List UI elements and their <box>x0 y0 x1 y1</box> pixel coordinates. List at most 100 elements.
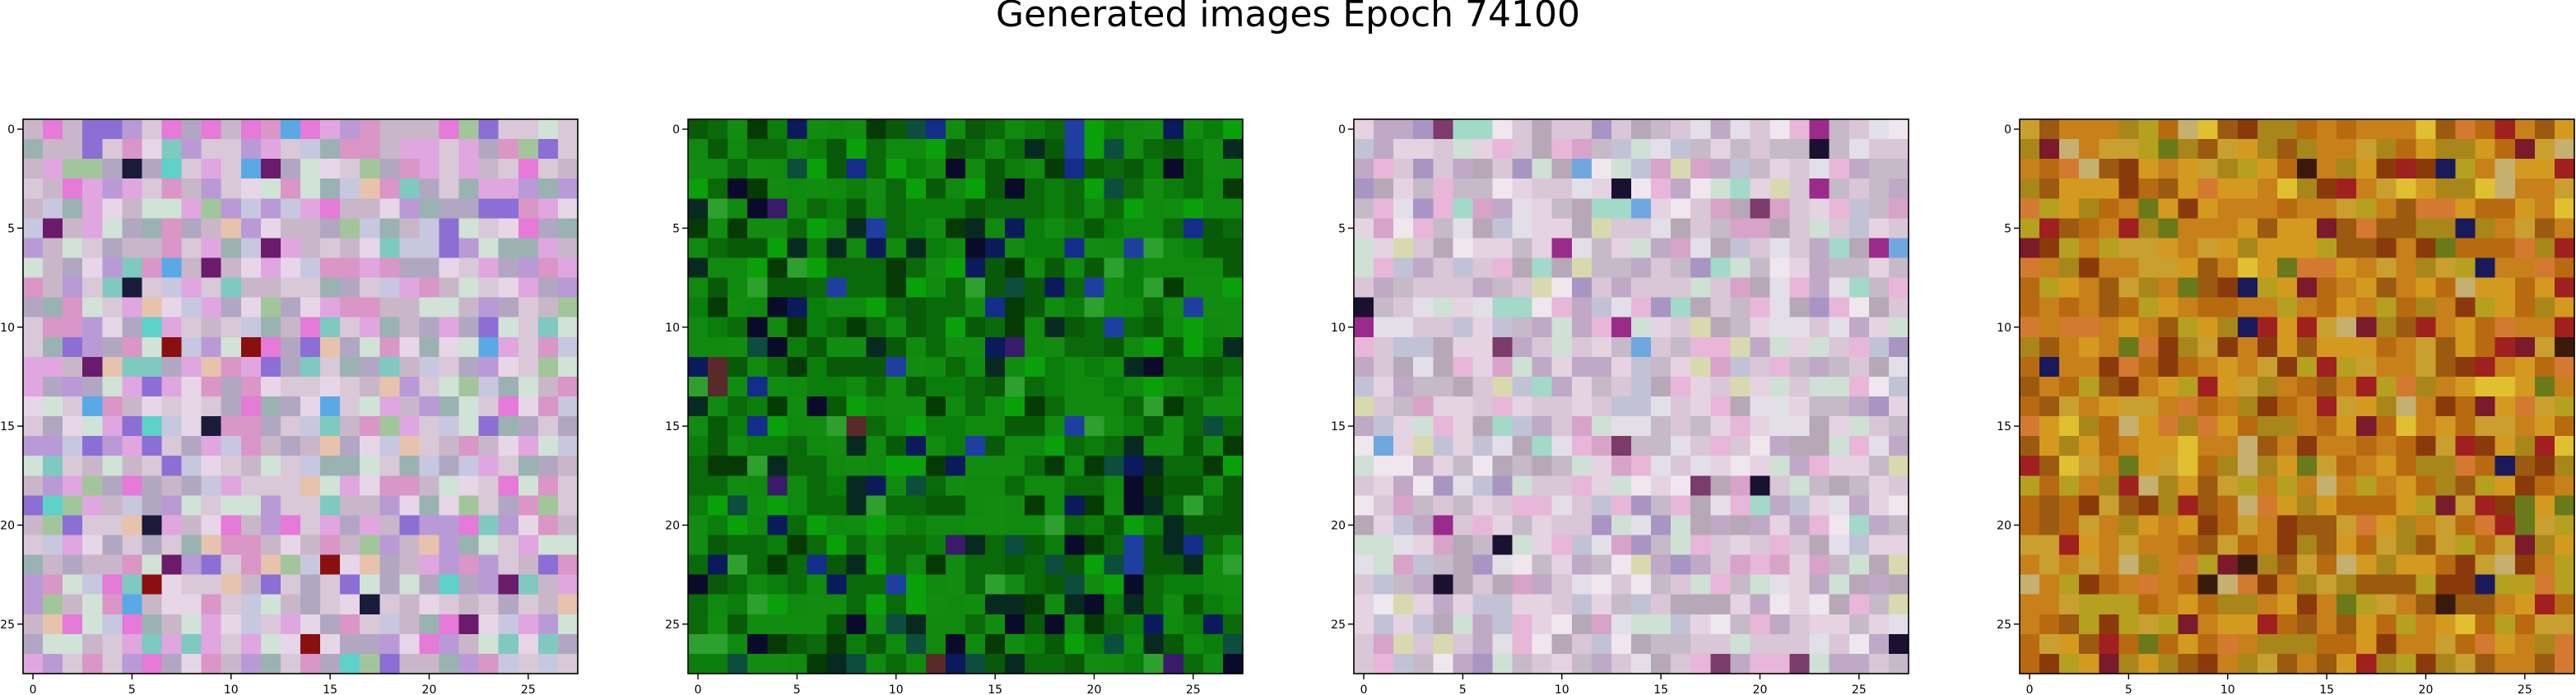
pixel-cell <box>1868 614 1890 635</box>
pixel-cell <box>1044 574 1065 595</box>
y-tick-label: 20 <box>1997 519 2011 532</box>
pixel-cell <box>1084 554 1105 576</box>
pixel-cell <box>2317 336 2337 358</box>
pixel-cell <box>965 139 986 160</box>
pixel-cell <box>1025 396 1045 417</box>
pixel-cell <box>1413 257 1434 279</box>
pixel-cell <box>1104 159 1125 179</box>
pixel-cell <box>82 535 103 556</box>
pixel-cell <box>1183 218 1204 239</box>
pixel-cell <box>2475 436 2496 456</box>
pixel-cell <box>1123 297 1145 318</box>
pixel-cell <box>2178 178 2199 199</box>
pixel-cell <box>1453 535 1474 556</box>
pixel-cell <box>122 218 143 239</box>
pixel-cell <box>925 356 946 378</box>
pixel-cell <box>1374 139 1394 160</box>
pixel-cell <box>23 336 44 358</box>
pixel-cell <box>1123 535 1145 556</box>
pixel-cell <box>1492 574 1514 595</box>
pixel-cell <box>399 277 421 299</box>
pixel-cell <box>439 139 460 160</box>
pixel-cell <box>1492 159 1514 179</box>
pixel-cell <box>201 475 222 496</box>
pixel-cell <box>1492 475 1514 496</box>
pixel-cell <box>1084 535 1105 556</box>
pixel-cell <box>1789 218 1811 239</box>
pixel-cell <box>458 336 480 358</box>
pixel-cell <box>1025 436 1045 456</box>
pixel-cell <box>1611 594 1632 615</box>
pixel-cell <box>2020 554 2040 576</box>
pixel-cell <box>2455 475 2476 496</box>
pixel-cell <box>2534 574 2555 595</box>
pixel-cell <box>1829 119 1850 140</box>
pixel-cell <box>886 515 907 536</box>
pixel-cell <box>688 297 709 318</box>
pixel-cell <box>1472 614 1494 635</box>
x-tick-label: 0 <box>30 683 37 695</box>
pixel-cell <box>925 614 946 635</box>
pixel-cell <box>1025 515 1045 536</box>
pixel-cell <box>300 396 321 417</box>
pixel-cell <box>2356 554 2377 576</box>
x-tick-label: 10 <box>889 683 904 695</box>
pixel-cell <box>866 356 887 378</box>
pixel-cell <box>1064 356 1086 378</box>
pixel-cell <box>181 218 202 239</box>
pixel-cell <box>945 475 966 496</box>
pixel-cell <box>2297 159 2318 179</box>
pixel-cell <box>2514 257 2536 279</box>
pixel-cell <box>1888 594 1909 615</box>
pixel-cell <box>1222 257 1244 279</box>
pixel-cell <box>747 475 768 496</box>
pixel-cell <box>240 277 262 299</box>
pixel-cell <box>43 436 63 456</box>
pixel-cell <box>23 297 44 318</box>
pixel-cell <box>905 436 927 456</box>
pixel-cell <box>557 317 579 338</box>
pixel-cell <box>1084 198 1105 219</box>
pixel-cell <box>1123 594 1145 615</box>
pixel-cell <box>379 495 400 517</box>
pixel-cell <box>2376 356 2397 378</box>
pixel-cell <box>2276 376 2298 397</box>
pixel-cell <box>1413 178 1434 199</box>
pixel-cell <box>1750 119 1771 140</box>
pixel-cell <box>439 495 460 517</box>
pixel-cell <box>142 376 163 397</box>
pixel-cell <box>260 178 281 199</box>
pixel-cell <box>379 336 400 358</box>
pixel-cell <box>1005 456 1025 476</box>
pixel-cell <box>866 376 887 397</box>
pixel-cell <box>688 198 709 219</box>
pixel-cell <box>518 574 539 595</box>
pixel-cell <box>1829 475 1850 496</box>
pixel-cell <box>2396 356 2417 378</box>
pixel-cell <box>1025 277 1045 299</box>
pixel-cell <box>2475 653 2496 674</box>
pixel-cell <box>2020 416 2040 437</box>
pixel-cell <box>2455 574 2476 595</box>
pixel-cell <box>1710 653 1731 674</box>
pixel-cell <box>2416 554 2437 576</box>
pixel-cell <box>925 633 946 655</box>
pixel-cell <box>1183 416 1204 437</box>
pixel-cell <box>1222 238 1244 259</box>
pixel-cell <box>2554 653 2575 674</box>
pixel-cell <box>320 238 341 259</box>
pixel-cell <box>905 376 927 397</box>
pixel-cell <box>300 594 321 615</box>
pixel-cell <box>787 574 808 595</box>
pixel-cell <box>161 277 183 299</box>
pixel-cell <box>826 475 848 496</box>
pixel-cell <box>728 614 748 635</box>
pixel-cell <box>1374 495 1394 517</box>
pixel-cell <box>2138 297 2160 318</box>
pixel-cell <box>945 633 966 655</box>
pixel-cell <box>2079 356 2099 378</box>
pixel-cell <box>2079 257 2099 279</box>
pixel-cell <box>122 119 143 140</box>
pixel-cell <box>458 198 480 219</box>
pixel-cell <box>1413 416 1434 437</box>
